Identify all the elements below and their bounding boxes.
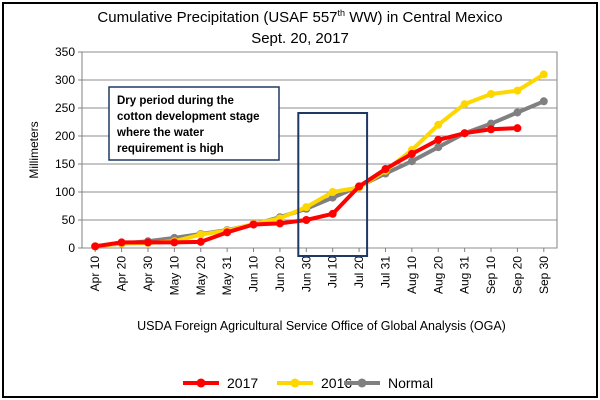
legend: 2017 2016 Normal: [183, 375, 433, 391]
data-point-normal: [513, 108, 522, 117]
y-tick-label: 250: [55, 101, 75, 115]
x-tick-label: Apr 10: [88, 256, 102, 292]
x-tick-label: May 10: [167, 256, 181, 296]
data-point-2017: [275, 219, 284, 228]
annotation-line: requirement is high: [117, 143, 224, 155]
y-tick-label: 100: [55, 185, 75, 199]
data-point-normal: [487, 119, 496, 128]
annotation-line: Dry period during the: [117, 95, 234, 107]
data-point-2016: [302, 203, 311, 212]
data-point-2016: [196, 230, 205, 239]
data-point-2017: [434, 135, 443, 144]
data-point-normal: [328, 193, 337, 202]
data-point-2017: [407, 149, 416, 158]
data-point-2017: [117, 238, 126, 247]
data-point-2017: [381, 165, 390, 174]
legend-label-normal: Normal: [388, 375, 433, 391]
data-point-2016: [434, 120, 443, 129]
data-point-2017: [170, 238, 179, 247]
x-tick-label: Sep 20: [510, 256, 524, 294]
annotation-line: cotton development stage: [117, 111, 260, 123]
data-point-2017: [328, 209, 337, 218]
x-tick-label: Jul 20: [352, 256, 366, 288]
data-point-2017: [143, 238, 152, 247]
annotation-line: where the water: [116, 127, 204, 139]
data-point-2017: [355, 182, 364, 191]
data-point-normal: [434, 143, 443, 152]
data-point-2017: [513, 124, 522, 133]
y-tick-label: 350: [55, 45, 75, 59]
data-point-2016: [539, 70, 548, 79]
data-point-2017: [91, 242, 100, 251]
data-point-2017: [223, 228, 232, 237]
data-point-normal: [539, 97, 548, 106]
annotation-layer: Dry period during the cotton development …: [108, 86, 369, 257]
y-tick-label: 150: [55, 157, 75, 171]
x-tick-label: May 20: [194, 256, 208, 296]
x-tick-label: Apr 30: [141, 256, 155, 292]
y-tick-label: 50: [62, 213, 76, 227]
data-point-2017: [196, 237, 205, 246]
y-tick-label: 0: [68, 241, 75, 255]
data-point-2016: [328, 188, 337, 196]
axis-layer: 0 50 100 150 200 250 300 350 Millimeters Apr 10 Ap…: [27, 45, 551, 333]
x-tick-label: Aug 20: [431, 256, 445, 294]
highlight-box: [297, 112, 369, 257]
legend-label-2017: 2017: [227, 375, 258, 391]
data-point-2017: [249, 220, 258, 229]
x-tick-label: Jun 10: [247, 256, 261, 292]
data-point-2016: [487, 90, 496, 98]
y-axis-label: Millimeters: [27, 121, 41, 178]
annotation-box: [108, 86, 280, 161]
x-tick-label: Aug 10: [405, 256, 419, 294]
x-tick-label: Jun 30: [299, 256, 313, 292]
legend-marker-2017: [196, 378, 206, 388]
legend-marker-2016: [290, 378, 300, 388]
x-tick-label: Sep 30: [537, 256, 551, 294]
data-point-2016: [460, 100, 469, 109]
chart-title: Cumulative Precipitation (USAF 557th WW)…: [97, 8, 503, 26]
grid-layer: [81, 51, 558, 249]
x-tick-label: Jul 31: [378, 256, 392, 288]
y-tick-label: 300: [55, 73, 75, 87]
data-point-2017: [460, 129, 469, 138]
x-tick-label: Apr 20: [115, 256, 129, 292]
x-tick-label: Aug 31: [458, 256, 472, 294]
x-tick-label: Jul 10: [326, 256, 340, 288]
legend-label-2016: 2016: [321, 375, 352, 391]
x-tick-label: May 31: [220, 256, 234, 296]
x-tick-label: Sep 10: [484, 256, 498, 294]
data-point-2017: [302, 216, 311, 224]
series-layer: [91, 70, 548, 251]
data-point-2017: [487, 125, 496, 134]
data-point-2016: [513, 86, 522, 95]
x-axis-label: USDA Foreign Agricultural Service Office…: [137, 319, 506, 333]
x-tick-label: Jun 20: [273, 256, 287, 292]
y-tick-label: 200: [55, 129, 75, 143]
legend-marker-normal: [357, 378, 367, 388]
chart-subtitle: Sept. 20, 2017: [251, 30, 349, 47]
data-point-normal: [407, 157, 416, 166]
